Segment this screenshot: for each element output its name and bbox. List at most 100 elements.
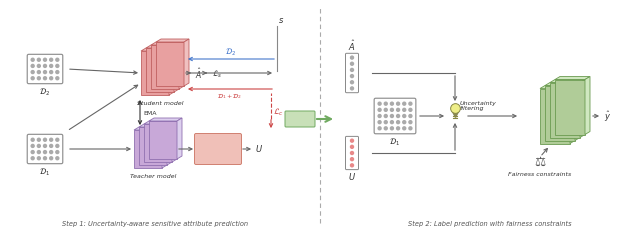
Circle shape xyxy=(350,81,354,85)
Circle shape xyxy=(43,144,47,149)
Circle shape xyxy=(402,127,406,131)
Circle shape xyxy=(55,144,60,149)
Circle shape xyxy=(31,144,35,149)
Text: $\hat{A}$: $\hat{A}$ xyxy=(195,67,202,81)
FancyBboxPatch shape xyxy=(28,135,63,164)
Polygon shape xyxy=(177,119,182,159)
Circle shape xyxy=(408,120,413,125)
Polygon shape xyxy=(151,43,184,46)
FancyBboxPatch shape xyxy=(346,54,358,93)
Text: $\mathcal{L}_s$: $\mathcal{L}_s$ xyxy=(212,68,222,79)
Bar xyxy=(146,49,174,93)
Circle shape xyxy=(55,138,60,142)
Circle shape xyxy=(350,62,354,67)
Polygon shape xyxy=(162,128,167,168)
Circle shape xyxy=(350,56,354,61)
Circle shape xyxy=(55,58,60,63)
Circle shape xyxy=(350,163,354,168)
Circle shape xyxy=(31,156,35,161)
Polygon shape xyxy=(585,77,590,135)
Circle shape xyxy=(390,108,394,112)
Circle shape xyxy=(31,150,35,155)
Circle shape xyxy=(396,108,400,112)
Bar xyxy=(144,125,172,162)
Text: $\mathcal{D}_1 + \mathcal{D}_2$: $\mathcal{D}_1 + \mathcal{D}_2$ xyxy=(218,92,243,100)
Circle shape xyxy=(49,64,53,69)
Circle shape xyxy=(396,114,400,119)
Circle shape xyxy=(408,114,413,119)
Circle shape xyxy=(55,156,60,161)
Circle shape xyxy=(350,157,354,162)
Circle shape xyxy=(36,150,41,155)
Polygon shape xyxy=(580,80,585,138)
Text: s: s xyxy=(279,16,284,25)
Circle shape xyxy=(408,102,413,106)
Circle shape xyxy=(378,108,382,112)
Circle shape xyxy=(43,156,47,161)
Circle shape xyxy=(36,71,41,75)
Circle shape xyxy=(31,138,35,142)
Polygon shape xyxy=(144,122,177,125)
Polygon shape xyxy=(179,43,184,90)
Circle shape xyxy=(408,127,413,131)
Text: U: U xyxy=(349,172,355,181)
Circle shape xyxy=(383,127,388,131)
Circle shape xyxy=(49,77,53,81)
Bar xyxy=(139,128,167,165)
Circle shape xyxy=(36,64,41,69)
Circle shape xyxy=(49,156,53,161)
Text: quantification: quantification xyxy=(200,147,236,152)
Circle shape xyxy=(36,156,41,161)
Circle shape xyxy=(390,102,394,106)
Text: $\mathcal{D}_1$: $\mathcal{D}_1$ xyxy=(40,165,51,177)
FancyBboxPatch shape xyxy=(195,134,241,165)
Bar xyxy=(141,52,169,96)
Text: U: U xyxy=(256,145,262,154)
Circle shape xyxy=(378,114,382,119)
Polygon shape xyxy=(149,119,182,122)
Text: $\mathcal{D}_2$: $\mathcal{D}_2$ xyxy=(225,46,237,58)
Text: $\mathcal{D}_1$: $\mathcal{D}_1$ xyxy=(390,136,401,147)
Circle shape xyxy=(36,77,41,81)
Circle shape xyxy=(383,114,388,119)
Bar xyxy=(149,122,177,159)
Bar xyxy=(540,89,570,144)
Circle shape xyxy=(350,139,354,143)
Circle shape xyxy=(396,120,400,125)
Circle shape xyxy=(383,120,388,125)
FancyBboxPatch shape xyxy=(285,112,315,128)
Circle shape xyxy=(43,150,47,155)
Circle shape xyxy=(350,151,354,155)
Circle shape xyxy=(378,120,382,125)
Circle shape xyxy=(408,108,413,112)
Polygon shape xyxy=(174,46,179,93)
Circle shape xyxy=(383,108,388,112)
Text: Teacher model: Teacher model xyxy=(130,173,176,178)
Polygon shape xyxy=(540,86,575,89)
Text: EMA: EMA xyxy=(143,110,157,116)
Circle shape xyxy=(378,102,382,106)
Circle shape xyxy=(350,87,354,91)
Polygon shape xyxy=(555,77,590,80)
Circle shape xyxy=(31,64,35,69)
Text: filtering: filtering xyxy=(460,106,484,111)
Circle shape xyxy=(31,58,35,63)
Circle shape xyxy=(55,64,60,69)
Circle shape xyxy=(55,77,60,81)
Circle shape xyxy=(43,77,47,81)
Polygon shape xyxy=(575,83,580,141)
Text: Fairness constraints: Fairness constraints xyxy=(508,171,572,176)
Text: $\hat{y}$: $\hat{y}$ xyxy=(604,109,611,124)
Circle shape xyxy=(396,102,400,106)
Text: ⚖: ⚖ xyxy=(534,155,546,168)
Circle shape xyxy=(350,68,354,73)
Circle shape xyxy=(43,58,47,63)
Text: Uncertainty: Uncertainty xyxy=(202,142,234,147)
Text: $\mathcal{D}_2$: $\mathcal{D}_2$ xyxy=(40,86,51,97)
Circle shape xyxy=(378,127,382,131)
Text: Step 2: Label prediction with fairness constraints: Step 2: Label prediction with fairness c… xyxy=(408,220,572,226)
Circle shape xyxy=(36,138,41,142)
Circle shape xyxy=(402,108,406,112)
Polygon shape xyxy=(146,46,179,49)
Polygon shape xyxy=(570,86,575,144)
